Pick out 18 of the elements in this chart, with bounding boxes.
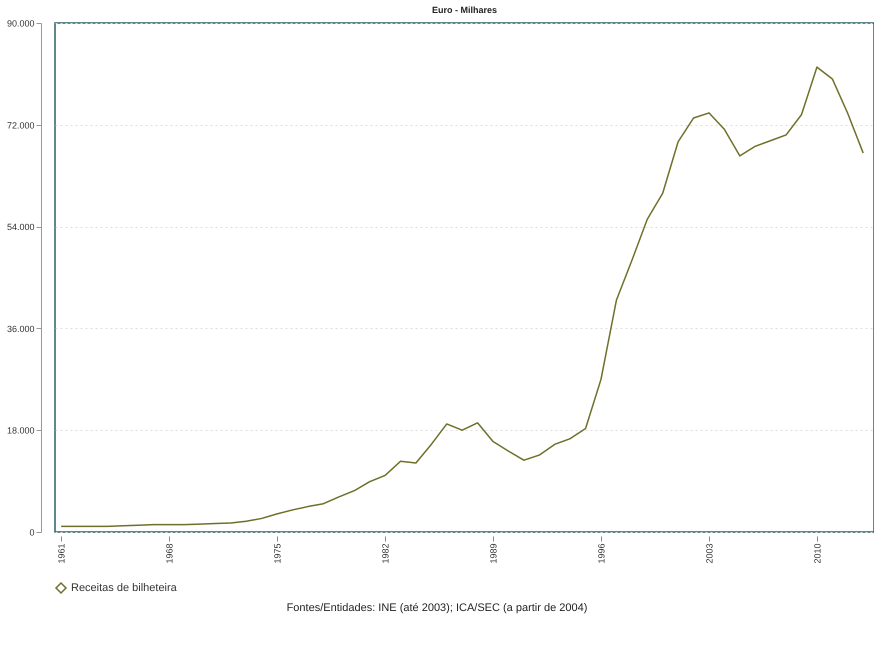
x-tick-label: 2010: [812, 544, 822, 564]
x-tick-label: 1961: [56, 544, 67, 564]
x-tick-label: 1996: [596, 544, 606, 564]
y-tick-label: 72.000: [6, 120, 34, 130]
text: Fontes/Entidades: INE (até 2003); ICA/SEC (a partir de 2004): [286, 602, 588, 614]
y-tick-label: 90.000: [6, 18, 34, 28]
chart-title: Euro - Milhares: [432, 5, 498, 15]
legend-label: Receitas de bilheteira: [71, 582, 178, 594]
y-tick-label: 36.000: [6, 324, 34, 334]
line-series: [60, 66, 864, 528]
x-tick-label: 1989: [488, 544, 499, 564]
x-tick-label: 1968: [164, 544, 175, 564]
y-tick-label: 18.000: [6, 426, 34, 436]
x-tick-label: 2003: [704, 544, 714, 564]
y-tick-label: 54.000: [6, 222, 34, 232]
x-tick-label: 1982: [380, 544, 391, 564]
y-tick-label: 0: [29, 528, 34, 538]
x-tick-label: 1975: [272, 544, 283, 564]
